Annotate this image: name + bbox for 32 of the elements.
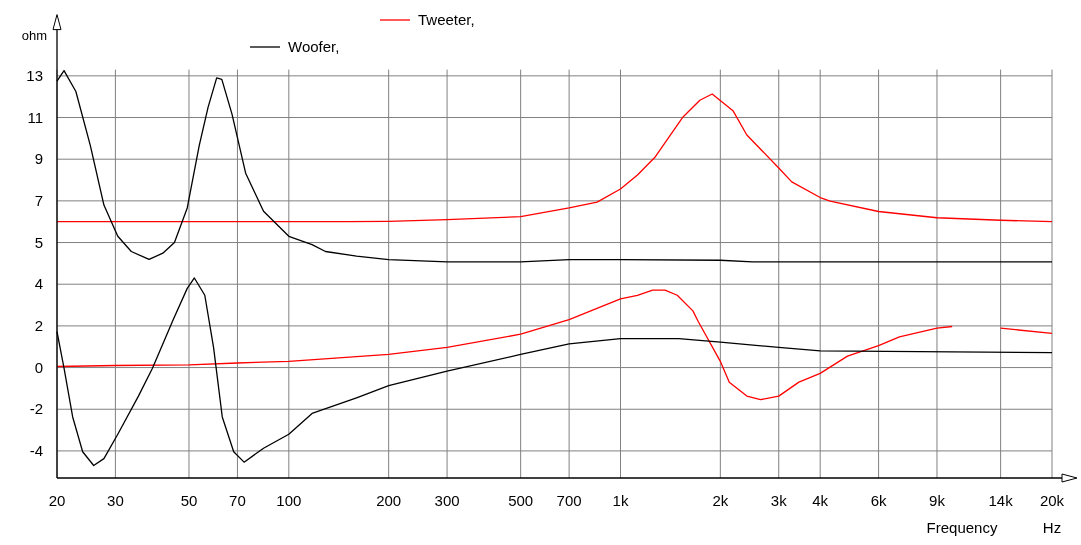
x-tick-label: 700 [556, 492, 582, 509]
legend-label: Woofer, [288, 38, 340, 55]
x-tick-label: 70 [229, 492, 246, 509]
x-tick-label: 20 [48, 492, 66, 509]
y-tick-label: 11 [27, 108, 43, 126]
x-tick-label: 1k [612, 492, 629, 509]
y2-tick-label: 4 [34, 275, 43, 293]
y-tick-label: 9 [34, 150, 43, 168]
x-tick-label: 200 [376, 492, 402, 509]
x-tick-label: 500 [508, 492, 534, 509]
x-tick-label: 9k [929, 492, 946, 509]
y-tick-label: 13 [26, 66, 43, 84]
x-tick-label: 2k [712, 492, 729, 509]
x-tick-label: 20k [1039, 492, 1065, 509]
x-tick-label: 30 [107, 492, 124, 509]
x-tick-label: 100 [276, 492, 302, 509]
x-tick-label: 3k [770, 492, 788, 509]
x-tick-label: 14k [988, 492, 1014, 509]
y-tick-label: 5 [34, 233, 43, 251]
legend-label: Tweeter, [418, 11, 475, 28]
y2-tick-label: -2 [29, 400, 43, 418]
y2-tick-label: 0 [34, 358, 43, 376]
y2-tick-label: -4 [29, 441, 43, 459]
text: Hz [1042, 519, 1062, 536]
x-tick-label: 6k [870, 492, 887, 509]
y-axis-title: ohm [21, 28, 47, 43]
x-tick-label: 50 [180, 492, 198, 509]
x-axis-title: Frequency [926, 519, 998, 536]
x-tick-label: 4k [812, 492, 829, 509]
y2-tick-label: 2 [34, 316, 43, 334]
x-tick-label: 300 [434, 492, 460, 509]
y-tick-label: 7 [34, 191, 43, 209]
